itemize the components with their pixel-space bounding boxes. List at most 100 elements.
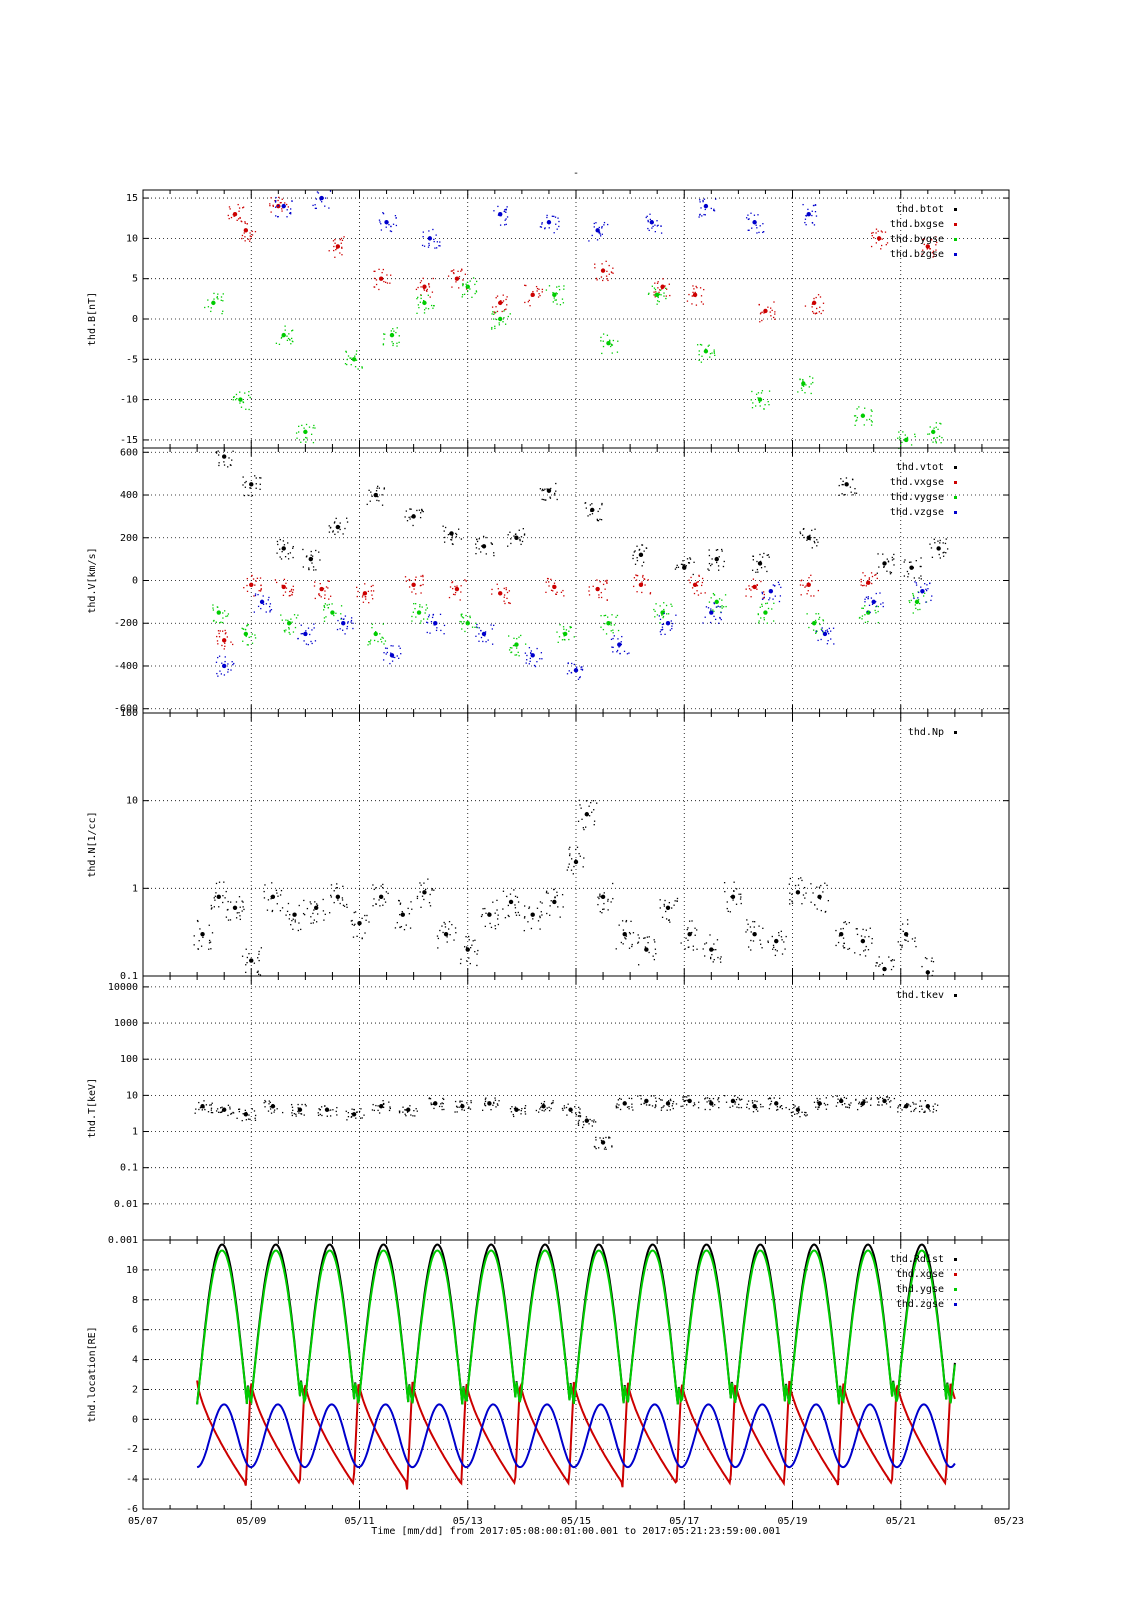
data-point-sample (569, 846, 571, 849)
data-point-sample (599, 895, 601, 897)
data-point-sample (268, 1100, 270, 1102)
data-point-sample (694, 927, 696, 929)
data-point-sample (868, 577, 871, 579)
data-point-sample (437, 947, 439, 949)
data-point-sample (581, 669, 584, 671)
data-point-sample (556, 894, 558, 897)
data-point-sample (461, 269, 463, 271)
data-point-sample (801, 384, 803, 387)
data-point-sample (495, 306, 497, 308)
data-point-sample (373, 277, 376, 280)
data-point-sample (239, 918, 241, 921)
data-point-sample (546, 577, 549, 580)
data-point-sample (244, 486, 247, 488)
data-point-sample (575, 859, 577, 861)
data-point-sample (576, 846, 579, 848)
data-point-sample (254, 584, 256, 586)
data-point-sample (494, 912, 496, 914)
data-point-sample (932, 256, 934, 258)
y-tick-label: -5 (126, 354, 138, 365)
data-point (774, 938, 779, 944)
data-point-sample (410, 1114, 412, 1116)
data-point-sample (713, 208, 715, 210)
data-point-sample (877, 1104, 879, 1106)
data-point-sample (871, 942, 873, 944)
data-point-sample (526, 654, 528, 657)
data-point-sample (719, 616, 721, 619)
data-point-sample (700, 361, 703, 363)
data-point-sample (313, 627, 315, 629)
data-point-sample (893, 564, 895, 566)
data-point-sample (805, 215, 808, 217)
data-point-sample (225, 632, 227, 634)
data-point (243, 228, 249, 233)
data-point-sample (487, 1101, 489, 1103)
data-point-sample (414, 603, 417, 605)
data-point-sample (667, 613, 670, 615)
data-point-sample (430, 304, 433, 307)
data-point-sample (646, 936, 649, 938)
data-point-sample (665, 287, 667, 289)
data-point (378, 1104, 384, 1109)
data-point-sample (553, 494, 556, 496)
data-point-sample (769, 1097, 772, 1100)
data-point-sample (593, 809, 595, 811)
data-point-sample (920, 557, 922, 559)
data-point-sample (761, 605, 763, 607)
data-point-sample (664, 899, 666, 902)
data-point-sample (242, 906, 244, 908)
data-point-sample (761, 319, 763, 322)
data-point-sample (774, 954, 777, 957)
data-point-sample (364, 932, 366, 934)
data-point-sample (888, 1097, 891, 1099)
data-point-sample (359, 1117, 362, 1119)
data-point-sample (468, 939, 470, 941)
data-point-sample (226, 636, 228, 638)
data-point-sample (552, 291, 554, 294)
data-point-sample (719, 606, 722, 608)
data-point-sample (653, 939, 655, 941)
data-point (774, 1101, 779, 1106)
data-point-sample (820, 312, 822, 315)
data-point-sample (704, 943, 706, 945)
data-point-sample (221, 312, 223, 315)
data-point-sample (757, 1110, 759, 1112)
series-line (196, 1249, 956, 1406)
data-point-sample (460, 538, 463, 540)
data-point-sample (704, 955, 706, 957)
data-point-sample (655, 953, 657, 955)
data-point-sample (539, 226, 542, 228)
data-point (281, 546, 286, 551)
data-point-sample (800, 387, 803, 389)
data-point-sample (538, 293, 540, 295)
data-point-sample (755, 393, 758, 395)
data-point (584, 812, 590, 817)
data-point-sample (452, 543, 454, 546)
data-point-sample (216, 296, 219, 298)
data-point-sample (250, 235, 252, 238)
data-point-sample (843, 921, 845, 924)
data-point-sample (852, 494, 854, 496)
data-point-sample (389, 662, 391, 665)
data-point-sample (404, 516, 406, 518)
data-point-sample (443, 541, 446, 543)
data-point-sample (813, 540, 815, 543)
data-point-sample (281, 198, 283, 200)
data-point-sample (283, 629, 285, 632)
data-point-sample (775, 1109, 778, 1111)
data-point (416, 610, 422, 615)
data-point-sample (545, 499, 547, 501)
data-point-sample (371, 623, 374, 625)
data-point-sample (612, 339, 615, 342)
legend-marker (954, 994, 957, 997)
data-point-sample (358, 924, 360, 926)
data-point-sample (202, 936, 204, 938)
data-point-sample (527, 921, 529, 923)
data-point-sample (534, 665, 537, 668)
data-point-sample (802, 894, 805, 896)
data-point-sample (641, 581, 643, 583)
data-point-sample (528, 299, 530, 302)
data-point-sample (875, 965, 877, 967)
data-point-sample (805, 585, 807, 587)
data-point-sample (316, 904, 319, 906)
